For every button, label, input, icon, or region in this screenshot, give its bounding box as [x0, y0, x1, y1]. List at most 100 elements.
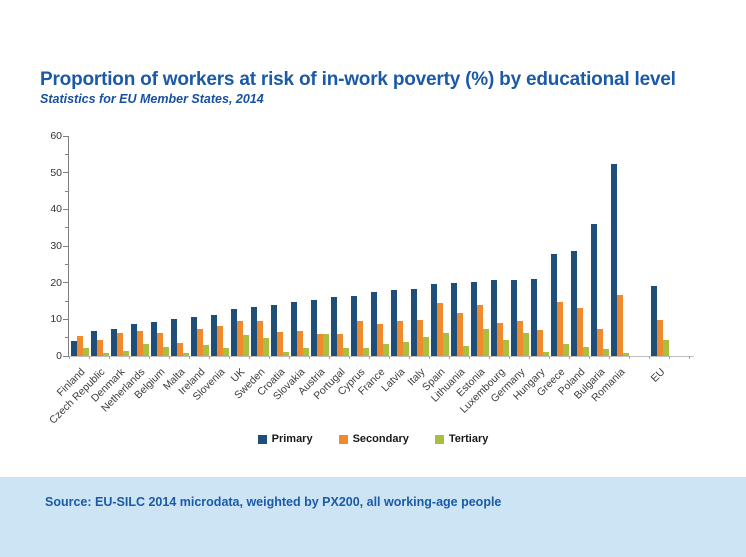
- tertiary-bar: [663, 340, 669, 356]
- x-axis-tick: [289, 356, 290, 359]
- bar-group-portugal: [330, 136, 350, 356]
- y-axis-tick-label: 30: [50, 240, 62, 252]
- bar-group-uk: [230, 136, 250, 356]
- y-axis-tick-label: 60: [50, 130, 62, 142]
- secondary-bar: [397, 320, 403, 356]
- x-axis-tick: [609, 356, 610, 359]
- x-axis-tick: [469, 356, 470, 359]
- x-axis-labels: Finland Czech Republic Denmark Netherlands B…: [47, 360, 693, 440]
- secondary-bar: [297, 330, 303, 356]
- x-axis-tick: [649, 356, 650, 359]
- tertiary-bar: [543, 351, 549, 356]
- tertiary-bar: [603, 349, 609, 356]
- legend-swatch: [434, 434, 444, 444]
- y-minor-tick: [65, 263, 69, 265]
- x-axis-tick: [509, 356, 510, 359]
- y-axis-labels: 0 10 20 30 40 50 60: [28, 130, 62, 362]
- x-axis-tick: [329, 356, 330, 359]
- tertiary-bar: [563, 343, 569, 356]
- bar-group-spain: [430, 136, 450, 356]
- bar-group-romania: [610, 136, 630, 356]
- primary-bar: [391, 290, 397, 356]
- secondary-bar: [137, 331, 143, 356]
- secondary-bar: [357, 320, 363, 356]
- tertiary-bar: [303, 348, 309, 356]
- tertiary-bar: [623, 353, 629, 356]
- x-axis-tick: [309, 356, 310, 359]
- bar-group-slovenia: [210, 136, 230, 356]
- tertiary-bar: [423, 336, 429, 356]
- secondary-bar: [457, 313, 463, 356]
- tertiary-bar: [123, 351, 129, 356]
- tertiary-bar: [243, 335, 249, 356]
- legend-swatch: [257, 434, 267, 444]
- tertiary-bar: [183, 353, 189, 356]
- bar-group-cyprus: [350, 136, 370, 356]
- secondary-bar: [497, 322, 503, 356]
- y-minor-tick: [65, 190, 69, 192]
- primary-bar: [491, 280, 497, 356]
- x-axis-tick: [149, 356, 150, 359]
- tertiary-bar: [83, 347, 89, 356]
- x-axis-tick: [389, 356, 390, 359]
- y-axis-tick-label: 40: [50, 203, 62, 216]
- primary-bar: [411, 288, 417, 356]
- bar-group-croatia: [270, 136, 290, 356]
- x-axis-tick: [549, 356, 550, 359]
- bar-group-eu: [650, 136, 670, 356]
- tertiary-bar: [203, 344, 209, 356]
- tertiary-bar: [383, 343, 389, 356]
- bar-group-luxembourg: [490, 136, 510, 356]
- legend-swatch: [338, 434, 348, 444]
- secondary-bar: [657, 320, 663, 356]
- secondary-bar: [537, 330, 543, 356]
- chart-title: Proportion of workers at risk of in-work…: [40, 68, 676, 90]
- bar-group-poland: [570, 136, 590, 356]
- primary-bar: [71, 340, 77, 356]
- primary-bar: [211, 314, 217, 356]
- primary-bar: [231, 309, 237, 356]
- footer-band: Source: EU-SILC 2014 microdata, weighted…: [0, 477, 746, 557]
- secondary-bar: [277, 331, 283, 356]
- bar-group-finland: [70, 136, 90, 356]
- x-axis-tick: [189, 356, 190, 359]
- secondary-bar: [617, 295, 623, 356]
- tertiary-bar: [143, 343, 149, 356]
- x-axis-tick: [489, 356, 490, 359]
- x-axis-tick: [129, 356, 130, 359]
- legend: Primary Secondary Tertiary: [0, 433, 746, 445]
- bar-group-sweden: [250, 136, 270, 356]
- y-axis-tick-label: 20: [50, 276, 62, 289]
- x-axis-tick: [249, 356, 250, 359]
- secondary-bar: [77, 336, 83, 356]
- bar-group-hungary: [530, 136, 550, 356]
- y-major-tick: [63, 318, 69, 320]
- tertiary-bar: [443, 332, 449, 356]
- bar-group-lithuania: [450, 136, 470, 356]
- x-axis-tick: [349, 356, 350, 359]
- y-major-tick: [63, 282, 69, 284]
- bar-group-netherlands: [130, 136, 150, 356]
- primary-bar: [311, 300, 317, 356]
- tertiary-bar: [223, 347, 229, 356]
- secondary-bar: [337, 333, 343, 356]
- x-axis-tick: [529, 356, 530, 359]
- primary-bar: [451, 283, 457, 356]
- y-minor-tick: [65, 153, 69, 155]
- source-text: Source: EU-SILC 2014 microdata, weighted…: [45, 495, 502, 509]
- secondary-bar: [217, 326, 223, 356]
- x-axis-tick: [169, 356, 170, 359]
- x-axis-tick: [669, 356, 670, 359]
- y-minor-tick: [65, 300, 69, 302]
- primary-bar: [371, 291, 377, 356]
- secondary-bar: [577, 307, 583, 356]
- tertiary-bar: [283, 351, 289, 356]
- tertiary-bar: [583, 347, 589, 356]
- primary-bar: [131, 323, 137, 356]
- primary-bar: [351, 296, 357, 356]
- tertiary-bar: [483, 328, 489, 356]
- x-axis-tick: [229, 356, 230, 359]
- x-axis-tick: [689, 356, 690, 359]
- x-axis-tick: [569, 356, 570, 359]
